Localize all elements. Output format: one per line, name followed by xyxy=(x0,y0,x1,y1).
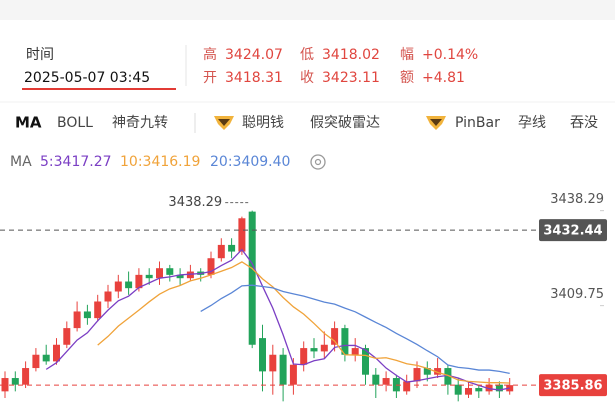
candle-body xyxy=(176,274,184,279)
candle-body xyxy=(42,354,50,362)
ma-legend: MA 5:3417.27 10:3416.19 20:3409.40 xyxy=(10,154,326,170)
price-label: 3432.44 xyxy=(543,224,602,239)
time-value[interactable]: 2025-05-07 03:45 xyxy=(24,70,150,86)
candle-body xyxy=(32,354,40,369)
tab[interactable]: 聪明钱 xyxy=(242,115,284,131)
candle-body xyxy=(94,301,102,319)
candle-body xyxy=(423,368,431,375)
tab[interactable]: 神奇九转 xyxy=(112,114,168,131)
candle-body xyxy=(238,218,246,252)
candle-body xyxy=(351,348,359,355)
candle-body xyxy=(145,274,153,279)
plot: 3438.29 3409.75 3438.29 3432.44 3385.86 xyxy=(0,192,607,402)
candle-body xyxy=(300,348,308,365)
top-strip xyxy=(0,0,615,20)
candle-body xyxy=(228,244,236,252)
candle-body xyxy=(310,348,318,352)
settings-icon[interactable] xyxy=(310,154,326,170)
candle-body xyxy=(114,281,122,292)
stat-value: 3418.02 xyxy=(322,47,380,63)
candle-body xyxy=(320,344,328,352)
legend-label: MA xyxy=(10,154,32,170)
legend-item: 20:3409.40 xyxy=(210,154,290,170)
max-label: 3438.29 xyxy=(168,195,222,210)
candle-body xyxy=(269,354,277,372)
candle-body xyxy=(454,384,462,395)
legend-item: 5:3417.27 xyxy=(40,154,112,170)
stat-label: 额 xyxy=(400,70,414,86)
tab[interactable]: 孕线 xyxy=(518,115,546,131)
candle-body xyxy=(413,368,421,382)
candle-body xyxy=(444,368,452,385)
stat-label: 开 xyxy=(203,70,217,86)
stat-value: 3418.31 xyxy=(225,70,283,86)
candle-body xyxy=(73,311,81,329)
candle-body xyxy=(475,388,483,392)
tab-icon xyxy=(218,119,230,126)
candle-body xyxy=(331,328,339,345)
ma-line xyxy=(97,261,510,384)
candle-body xyxy=(248,211,256,345)
candle-body xyxy=(465,388,472,395)
stat-label: 收 xyxy=(300,70,314,86)
candle-body xyxy=(495,384,503,392)
stat-value: +4.81 xyxy=(422,70,465,86)
candle-body xyxy=(289,364,297,385)
tab[interactable]: 假突破雷达 xyxy=(310,115,380,131)
stat-label: 高 xyxy=(203,46,217,63)
candle-body xyxy=(83,311,91,319)
candle-body xyxy=(207,258,215,275)
ma-line xyxy=(45,248,510,391)
stat-label: 低 xyxy=(300,47,314,63)
price-box xyxy=(539,219,607,242)
candle-body xyxy=(53,344,60,362)
candle-body xyxy=(156,268,163,279)
candle-body xyxy=(362,348,369,375)
candle-body xyxy=(63,328,71,345)
price-box xyxy=(539,374,607,397)
y-tick-label: 3409.75 xyxy=(550,287,604,302)
stat-value: +0.14% xyxy=(422,47,478,63)
candle-body xyxy=(217,244,225,259)
candle-body xyxy=(341,328,349,355)
tabs: MA BOLL 神奇九转 聪明钱 假突破雷达 PinBar 孕线 吞没 xyxy=(15,114,598,132)
candle-body xyxy=(125,281,133,289)
candle-body xyxy=(104,291,112,302)
tab[interactable]: BOLL xyxy=(57,115,93,131)
candle-body xyxy=(403,381,411,392)
candle-body xyxy=(434,368,442,375)
candle-body xyxy=(279,354,287,385)
candle-body xyxy=(186,271,194,279)
settings-icon-dot xyxy=(314,158,322,166)
price-label: 3385.86 xyxy=(543,379,602,394)
legend-item: 10:3416.19 xyxy=(120,154,200,170)
tab[interactable]: 吞没 xyxy=(570,115,598,131)
tab[interactable]: PinBar xyxy=(455,115,500,131)
stat-value: 3424.07 xyxy=(225,47,283,63)
time-label: 时间 xyxy=(26,47,54,63)
candle-body xyxy=(372,374,380,385)
tab[interactable]: MA xyxy=(15,114,42,132)
candle-body xyxy=(135,274,143,289)
y-tick-label: 3438.29 xyxy=(550,192,604,207)
tab-icon xyxy=(430,119,442,126)
candle-body xyxy=(259,338,266,372)
stat-label: 幅 xyxy=(400,47,414,63)
candle-body xyxy=(382,378,390,385)
ma-line xyxy=(200,284,510,375)
candle-body xyxy=(11,378,19,385)
candle-body xyxy=(166,268,174,275)
stat-value: 3423.11 xyxy=(322,70,380,86)
candle-body xyxy=(22,368,30,385)
